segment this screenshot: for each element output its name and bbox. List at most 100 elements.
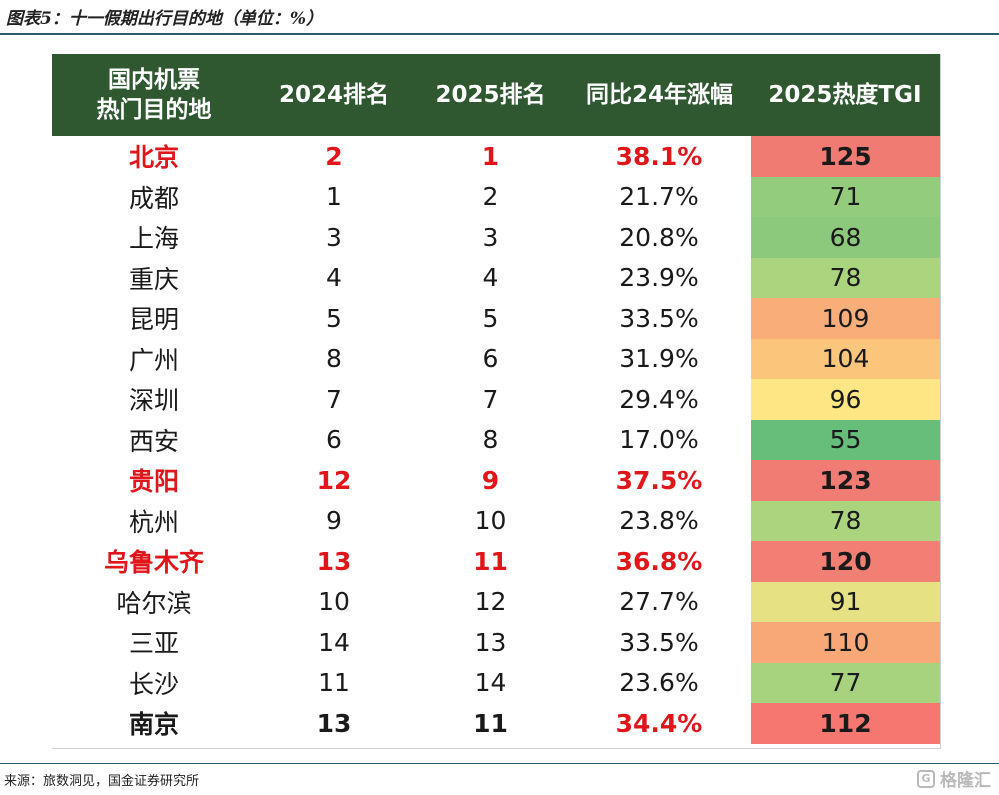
cell-rank-2025: 7 bbox=[482, 384, 499, 414]
cell-rank-2025: 1 bbox=[481, 141, 500, 171]
cell-rank-2025: 11 bbox=[473, 708, 508, 738]
cell-yoy-growth: 36.8% bbox=[615, 546, 703, 576]
cell-yoy-growth: 29.4% bbox=[619, 384, 699, 414]
cell-yoy-growth: 17.0% bbox=[619, 425, 699, 455]
gelonghui-logo-icon: G bbox=[917, 769, 935, 788]
bottom-rule bbox=[0, 763, 999, 764]
cell-rank-2024: 10 bbox=[318, 587, 350, 617]
cell-yoy-growth: 20.8% bbox=[619, 222, 699, 252]
cell-rank-2025: 3 bbox=[482, 222, 499, 252]
cell-rank-2025: 8 bbox=[482, 425, 499, 455]
table-row: 长沙 11 14 23.6% 77 bbox=[52, 662, 940, 703]
cell-rank-2024: 11 bbox=[318, 668, 350, 698]
cell-rank-2025: 6 bbox=[482, 344, 499, 374]
header-tgi-2025: 2025热度TGI bbox=[750, 54, 940, 136]
cell-rank-2025: 9 bbox=[481, 465, 500, 495]
header-city: 国内机票 热门目的地 bbox=[52, 54, 256, 136]
watermark-text: 格隆汇 bbox=[940, 771, 991, 791]
cell-rank-2024: 8 bbox=[326, 344, 342, 374]
cell-rank-2024: 14 bbox=[318, 627, 350, 657]
cell-rank-2025: 2 bbox=[482, 182, 499, 212]
cell-rank-2024: 3 bbox=[326, 222, 342, 252]
cell-city: 广州 bbox=[128, 345, 179, 375]
header-yoy-growth: 同比24年涨幅 bbox=[569, 54, 750, 136]
table-row: 广州 8 6 31.9% 104 bbox=[52, 338, 940, 379]
cell-city: 哈尔滨 bbox=[116, 588, 192, 618]
cell-city: 上海 bbox=[128, 224, 179, 254]
cell-city: 重庆 bbox=[128, 264, 179, 294]
cell-city: 乌鲁木齐 bbox=[103, 548, 204, 578]
cell-rank-2024: 2 bbox=[325, 141, 343, 171]
cell-yoy-growth: 27.7% bbox=[619, 587, 699, 617]
table-row: 杭州 9 10 23.8% 78 bbox=[52, 500, 940, 541]
cell-rank-2024: 13 bbox=[316, 546, 352, 576]
cell-rank-2025: 10 bbox=[474, 506, 507, 536]
table-row: 重庆 4 4 23.9% 78 bbox=[52, 257, 940, 298]
cell-rank-2025: 11 bbox=[473, 546, 508, 576]
cell-rank-2025: 12 bbox=[474, 587, 507, 617]
cell-rank-2025: 4 bbox=[482, 263, 499, 293]
cell-rank-2024: 5 bbox=[326, 303, 342, 333]
cell-tgi: 78 bbox=[749, 500, 940, 541]
cell-city: 西安 bbox=[128, 426, 179, 456]
cell-tgi: 91 bbox=[749, 581, 940, 622]
table-row: 三亚 14 13 33.5% 110 bbox=[52, 622, 940, 663]
cell-tgi: 77 bbox=[749, 662, 940, 703]
table-row: 贵阳 12 9 37.5% 123 bbox=[52, 460, 940, 501]
table-row: 哈尔滨 10 12 27.7% 91 bbox=[52, 581, 940, 622]
cell-rank-2024: 7 bbox=[326, 384, 342, 414]
cell-tgi: 96 bbox=[749, 379, 940, 420]
table-row: 南京 13 11 34.4% 112 bbox=[52, 703, 940, 744]
cell-city: 杭州 bbox=[128, 507, 179, 537]
cell-city: 长沙 bbox=[128, 669, 179, 699]
cell-yoy-growth: 33.5% bbox=[619, 303, 699, 333]
cell-city: 北京 bbox=[128, 143, 179, 173]
table-row: 昆明 5 5 33.5% 109 bbox=[52, 298, 940, 339]
cell-yoy-growth: 34.4% bbox=[615, 708, 703, 738]
cell-tgi: 123 bbox=[749, 460, 940, 501]
cell-tgi: 112 bbox=[749, 703, 940, 744]
cell-rank-2024: 1 bbox=[326, 182, 342, 212]
table-row: 乌鲁木齐 13 11 36.8% 120 bbox=[52, 541, 940, 582]
cell-tgi: 125 bbox=[749, 136, 940, 177]
cell-yoy-growth: 23.8% bbox=[619, 506, 699, 536]
table-row: 深圳 7 7 29.4% 96 bbox=[52, 379, 940, 420]
cell-rank-2024: 13 bbox=[316, 708, 352, 738]
cell-rank-2025: 5 bbox=[482, 303, 499, 333]
table-row: 北京 2 1 38.1% 125 bbox=[52, 136, 940, 177]
cell-yoy-growth: 21.7% bbox=[619, 182, 699, 212]
cell-city: 昆明 bbox=[128, 305, 179, 335]
cell-yoy-growth: 37.5% bbox=[615, 465, 703, 495]
table-body: 北京 2 1 38.1% 125 成都 1 2 21.7% 71 上海 3 3 20.8% 68 重庆 4 4 23… bbox=[52, 136, 940, 744]
cell-rank-2024: 4 bbox=[326, 263, 342, 293]
cell-city: 深圳 bbox=[128, 386, 179, 416]
cell-tgi: 78 bbox=[749, 257, 940, 298]
cell-tgi: 68 bbox=[749, 217, 940, 258]
cell-city: 成都 bbox=[128, 183, 179, 213]
cell-tgi: 120 bbox=[749, 541, 940, 582]
cell-yoy-growth: 23.9% bbox=[619, 263, 699, 293]
cell-city: 三亚 bbox=[128, 629, 179, 659]
table-row: 成都 1 2 21.7% 71 bbox=[52, 176, 940, 217]
cell-rank-2024: 9 bbox=[326, 506, 342, 536]
top-rule bbox=[0, 33, 999, 35]
cell-tgi: 55 bbox=[749, 419, 940, 460]
cell-tgi: 71 bbox=[749, 176, 940, 217]
table-row: 西安 6 8 17.0% 55 bbox=[52, 419, 940, 460]
watermark: G 格隆汇 bbox=[917, 766, 991, 791]
cell-rank-2025: 13 bbox=[474, 627, 507, 657]
cell-city: 贵阳 bbox=[128, 467, 179, 497]
cell-tgi: 104 bbox=[749, 338, 940, 379]
source-note: 来源：旅数洞见，国金证券研究所 bbox=[4, 774, 200, 789]
table-header-row: 国内机票 热门目的地 2024排名 2025排名 同比24年涨幅 2025热度T… bbox=[52, 54, 940, 136]
cell-tgi: 110 bbox=[749, 622, 940, 663]
destination-table: 国内机票 热门目的地 2024排名 2025排名 同比24年涨幅 2025热度T… bbox=[52, 54, 940, 744]
cell-rank-2024: 6 bbox=[326, 425, 342, 455]
cell-rank-2024: 12 bbox=[316, 465, 352, 495]
cell-yoy-growth: 38.1% bbox=[615, 141, 703, 171]
cell-city: 南京 bbox=[128, 710, 179, 740]
table-row: 上海 3 3 20.8% 68 bbox=[52, 217, 940, 258]
cell-rank-2025: 14 bbox=[474, 668, 507, 698]
header-rank-2025: 2025排名 bbox=[412, 54, 569, 136]
